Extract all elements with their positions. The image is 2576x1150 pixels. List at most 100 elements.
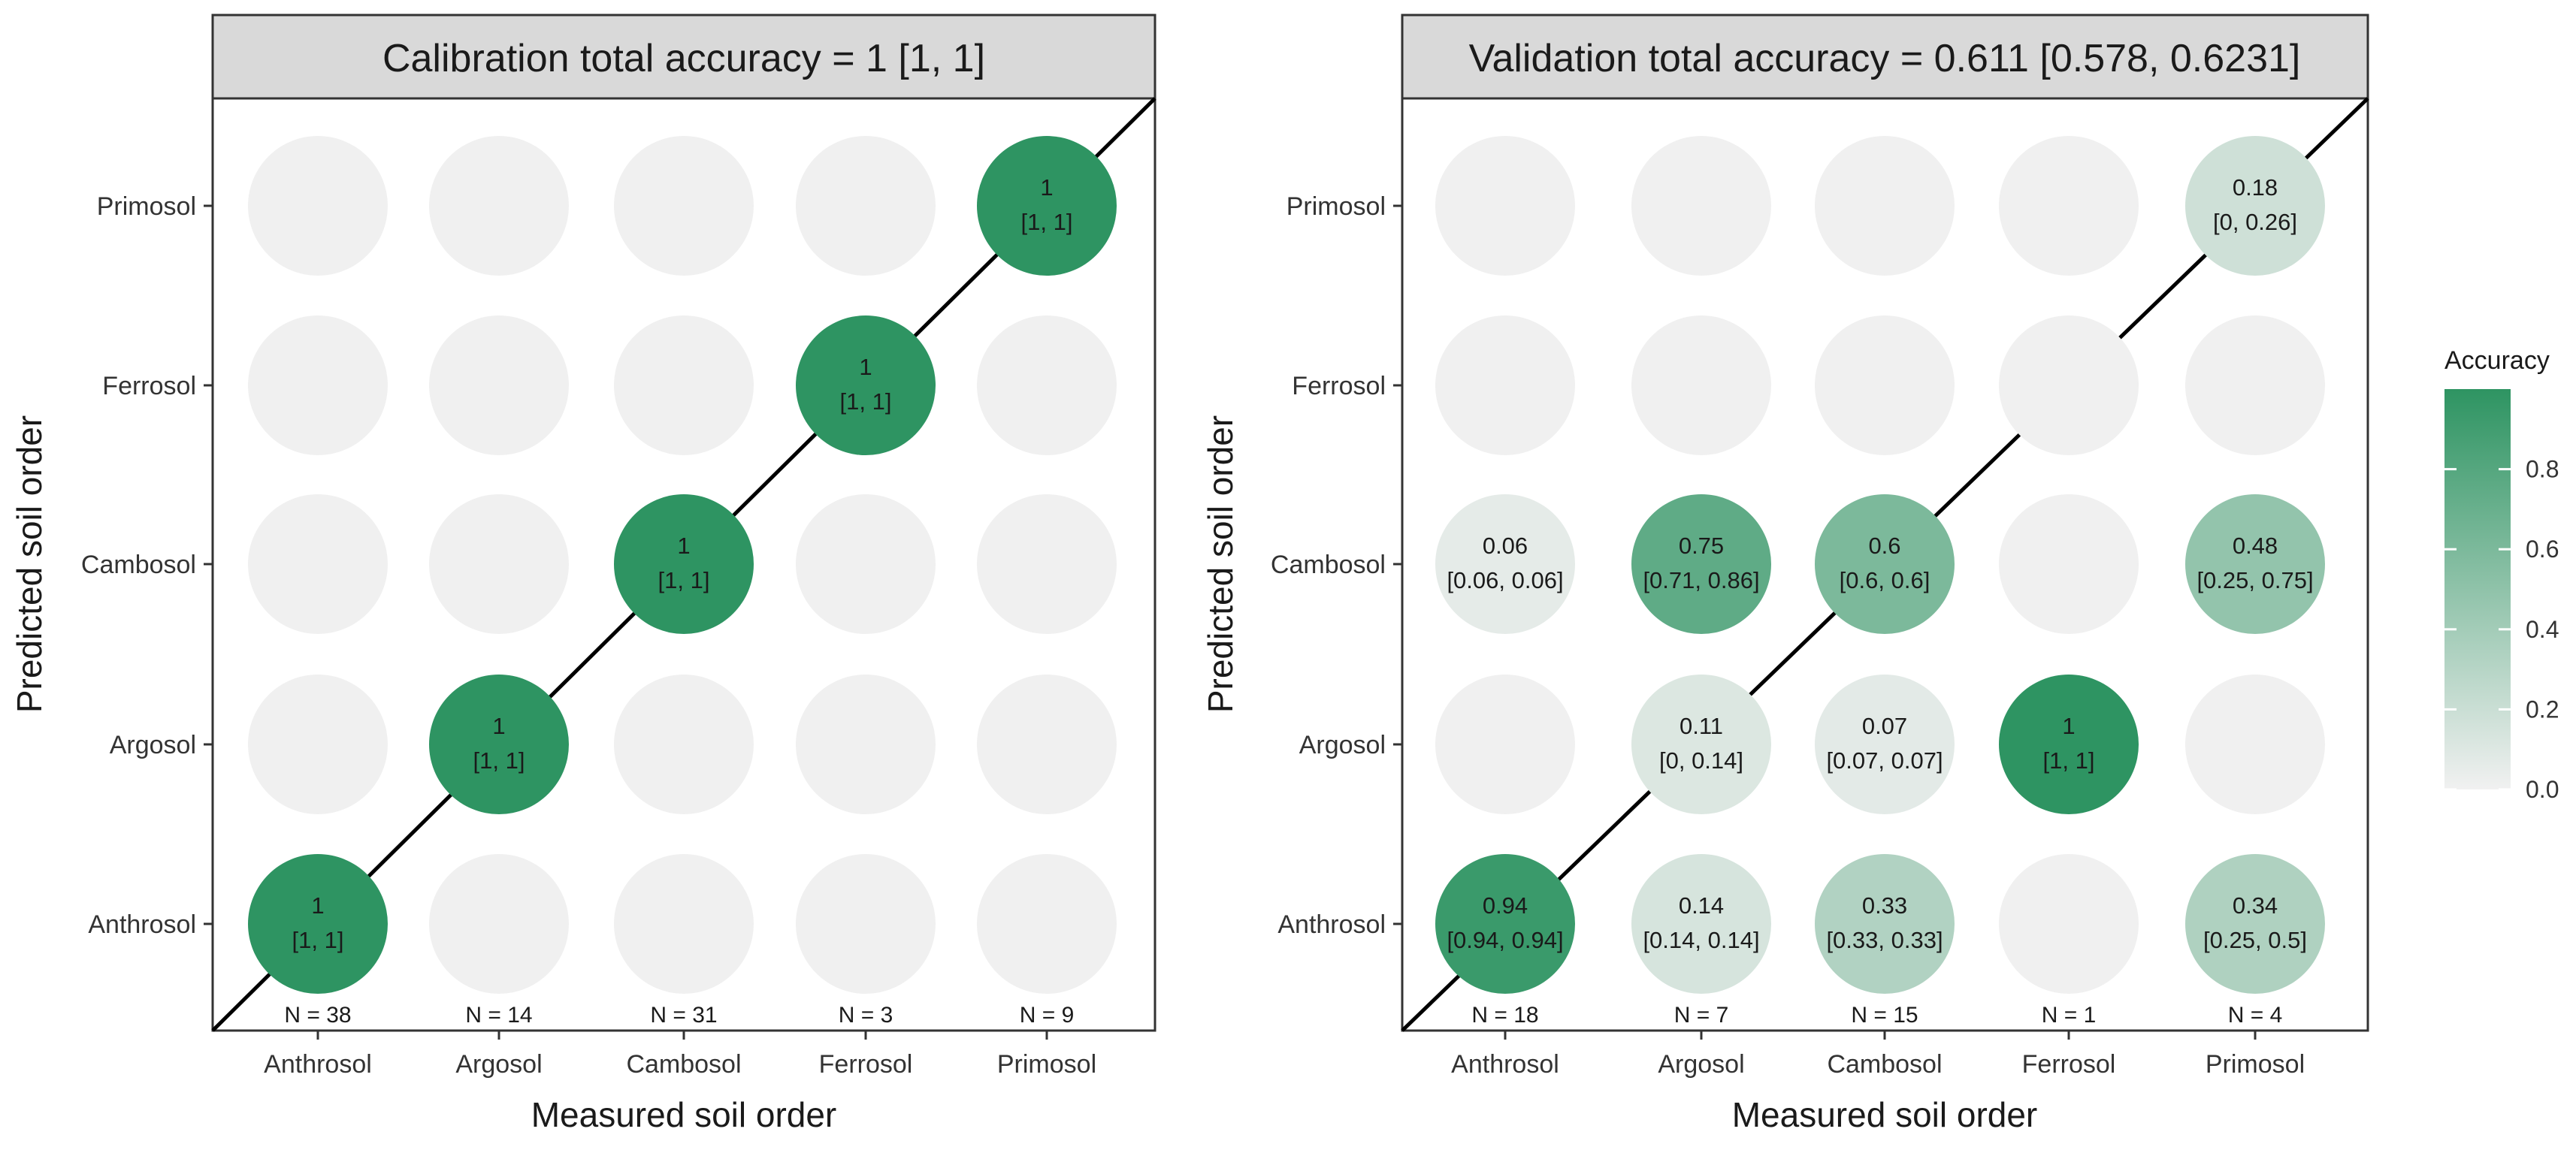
legend-tick-label-3: 0.6 [2526, 536, 2559, 563]
val-x-tick-label-cambosol: Cambosol [1827, 1050, 1942, 1079]
cal-bubble-anthrosol-cambosol [248, 494, 388, 634]
val-x-tick-label-anthrosol: Anthrosol [1451, 1050, 1559, 1079]
val-bubble-primosol-argosol [2185, 675, 2325, 814]
val-value-label-anthrosol-cambosol: 0.06 [1483, 533, 1528, 559]
val-value-label-ferrosol-argosol: 1 [2062, 713, 2075, 739]
val-bubble-argosol-cambosol [1631, 494, 1771, 634]
val-ci-label-cambosol-anthrosol: [0.33, 0.33] [1826, 927, 1943, 953]
cal-bubble-primosol-ferrosol [977, 315, 1117, 455]
cal-value-label-argosol-argosol: 1 [492, 713, 505, 739]
cal-bubble-cambosol-argosol [614, 675, 754, 814]
val-bubble-ferrosol-cambosol [1999, 494, 2139, 634]
val-ci-label-argosol-anthrosol: [0.14, 0.14] [1643, 927, 1759, 953]
val-bubble-ferrosol-ferrosol [1999, 315, 2139, 455]
cal-x-tick-label-ferrosol: Ferrosol [819, 1050, 913, 1079]
val-bubble-cambosol-argosol [1815, 675, 1955, 814]
legend-tick-label-0: 0.0 [2526, 776, 2559, 803]
cal-bubble-ferrosol-ferrosol [796, 315, 936, 455]
cal-bubble-ferrosol-primosol [796, 136, 936, 276]
cal-y-tick-label-cambosol: Cambosol [81, 551, 196, 579]
cal-bubble-argosol-ferrosol [429, 315, 569, 455]
cal-value-label-primosol-primosol: 1 [1040, 174, 1053, 201]
val-bubble-primosol-ferrosol [2185, 315, 2325, 455]
cal-ci-label-cambosol-cambosol: [1, 1] [658, 567, 710, 593]
val-bubble-cambosol-ferrosol [1815, 315, 1955, 455]
calibration-n-labels: N = 38 N = 14 N = 31 N = 3 N = 9 [284, 1003, 1074, 1028]
val-x-tick-label-argosol: Argosol [1658, 1050, 1744, 1079]
calibration-y-axis: Anthrosol Argosol Cambosol Ferrosol Primosol [81, 192, 213, 939]
cal-bubble-primosol-primosol [977, 136, 1117, 276]
val-ci-label-cambosol-argosol: [0.07, 0.07] [1826, 747, 1943, 774]
cal-bubble-argosol-primosol [429, 136, 569, 276]
cal-bubble-anthrosol-argosol [248, 675, 388, 814]
calibration-title-strip [211, 14, 1156, 100]
val-value-label-primosol-cambosol: 0.48 [2233, 533, 2278, 559]
calibration-x-axis: Anthrosol Argosol Cambosol Ferrosol Primosol [264, 1031, 1096, 1079]
val-bubble-argosol-argosol [1631, 675, 1771, 814]
validation-n-labels: N = 18 N = 7 N = 15 N = 1 N = 4 [1471, 1003, 2282, 1028]
val-ci-label-primosol-primosol: [0, 0.26] [2213, 209, 2297, 235]
cal-ci-label-argosol-argosol: [1, 1] [473, 747, 525, 774]
cal-bubble-anthrosol-primosol [248, 136, 388, 276]
val-ci-label-anthrosol-cambosol: [0.06, 0.06] [1447, 567, 1563, 593]
val-bubble-ferrosol-anthrosol [1999, 854, 2139, 994]
val-y-tick-label-argosol: Argosol [1299, 731, 1386, 759]
val-ci-label-primosol-anthrosol: [0.25, 0.5] [2203, 927, 2307, 953]
calibration-title: Calibration total accuracy = 1 [1, 1] [382, 37, 985, 80]
cal-bubble-cambosol-primosol [614, 136, 754, 276]
val-bubble-anthrosol-cambosol [1435, 494, 1575, 634]
val-n-label-anthrosol: N = 18 [1471, 1003, 1538, 1028]
cal-bubble-anthrosol-ferrosol [248, 315, 388, 455]
cal-bubble-argosol-cambosol [429, 494, 569, 634]
cal-y-tick-label-argosol: Argosol [110, 731, 196, 759]
val-value-label-cambosol-anthrosol: 0.33 [1862, 892, 1907, 919]
val-bubble-anthrosol-ferrosol [1435, 315, 1575, 455]
val-bubble-ferrosol-primosol [1999, 136, 2139, 276]
val-ci-label-argosol-argosol: [0, 0.14] [1659, 747, 1743, 774]
cal-x-tick-label-cambosol: Cambosol [626, 1050, 741, 1079]
validation-title: Validation total accuracy = 0.611 [0.578… [1469, 37, 2301, 80]
val-value-label-cambosol-argosol: 0.07 [1862, 713, 1907, 739]
legend-ticks: 0.0 0.2 0.4 0.6 0.8 [2444, 456, 2559, 803]
val-y-tick-label-ferrosol: Ferrosol [1292, 372, 1386, 400]
cal-bubble-ferrosol-anthrosol [796, 854, 936, 994]
cal-y-tick-label-primosol: Primosol [97, 192, 196, 221]
cal-bubble-ferrosol-argosol [796, 675, 936, 814]
val-n-label-cambosol: N = 15 [1851, 1003, 1918, 1028]
val-y-tick-label-cambosol: Cambosol [1271, 551, 1386, 579]
val-bubble-anthrosol-primosol [1435, 136, 1575, 276]
val-ci-label-argosol-cambosol: [0.71, 0.86] [1643, 567, 1759, 593]
legend-title: Accuracy [2444, 346, 2550, 375]
val-ci-label-primosol-cambosol: [0.25, 0.75] [2197, 567, 2313, 593]
cal-y-tick-label-ferrosol: Ferrosol [102, 372, 196, 400]
cal-value-label-anthrosol-anthrosol: 1 [311, 892, 324, 919]
cal-bubble-cambosol-anthrosol [614, 854, 754, 994]
val-x-tick-label-primosol: Primosol [2206, 1050, 2305, 1079]
cal-bubble-argosol-argosol [429, 675, 569, 814]
val-ci-label-cambosol-cambosol: [0.6, 0.6] [1840, 567, 1930, 593]
val-bubble-primosol-anthrosol [2185, 854, 2325, 994]
cal-n-label-primosol: N = 9 [1020, 1003, 1075, 1028]
val-x-tick-label-ferrosol: Ferrosol [2022, 1050, 2116, 1079]
val-ci-label-ferrosol-argosol: [1, 1] [2043, 747, 2095, 774]
validation-x-axis: Anthrosol Argosol Cambosol Ferrosol Primosol [1451, 1031, 2305, 1079]
val-value-label-primosol-anthrosol: 0.34 [2233, 892, 2278, 919]
val-value-label-primosol-primosol: 0.18 [2233, 174, 2278, 201]
cal-bubble-ferrosol-cambosol [796, 494, 936, 634]
accuracy-legend: Accuracy 0.0 0.2 0.4 0.6 0.8 [2444, 346, 2559, 803]
cal-bubble-argosol-anthrosol [429, 854, 569, 994]
cal-bubble-primosol-argosol [977, 675, 1117, 814]
legend-tick-label-2: 0.4 [2526, 616, 2559, 643]
validation-bubbles: 0.94 [0.94, 0.94] 0.06 [0.06, 0.06] 0.14 [0.1… [1435, 136, 2325, 994]
cal-ci-label-anthrosol-anthrosol: [1, 1] [292, 927, 344, 953]
val-bubble-ferrosol-argosol [1999, 675, 2139, 814]
calibration-bubbles: 1 [1, 1] 1 [1, 1] 1 [1, 1] 1 [1, 1] 1 [1, 1] [248, 136, 1117, 994]
cal-n-label-ferrosol: N = 3 [839, 1003, 893, 1028]
val-n-label-ferrosol: N = 1 [2042, 1003, 2097, 1028]
val-value-label-argosol-argosol: 0.11 [1680, 713, 1723, 739]
legend-tick-label-4: 0.8 [2526, 456, 2559, 483]
cal-ci-label-primosol-primosol: [1, 1] [1021, 209, 1073, 235]
val-value-label-anthrosol-anthrosol: 0.94 [1483, 892, 1528, 919]
legend-tick-label-1: 0.2 [2526, 696, 2559, 723]
